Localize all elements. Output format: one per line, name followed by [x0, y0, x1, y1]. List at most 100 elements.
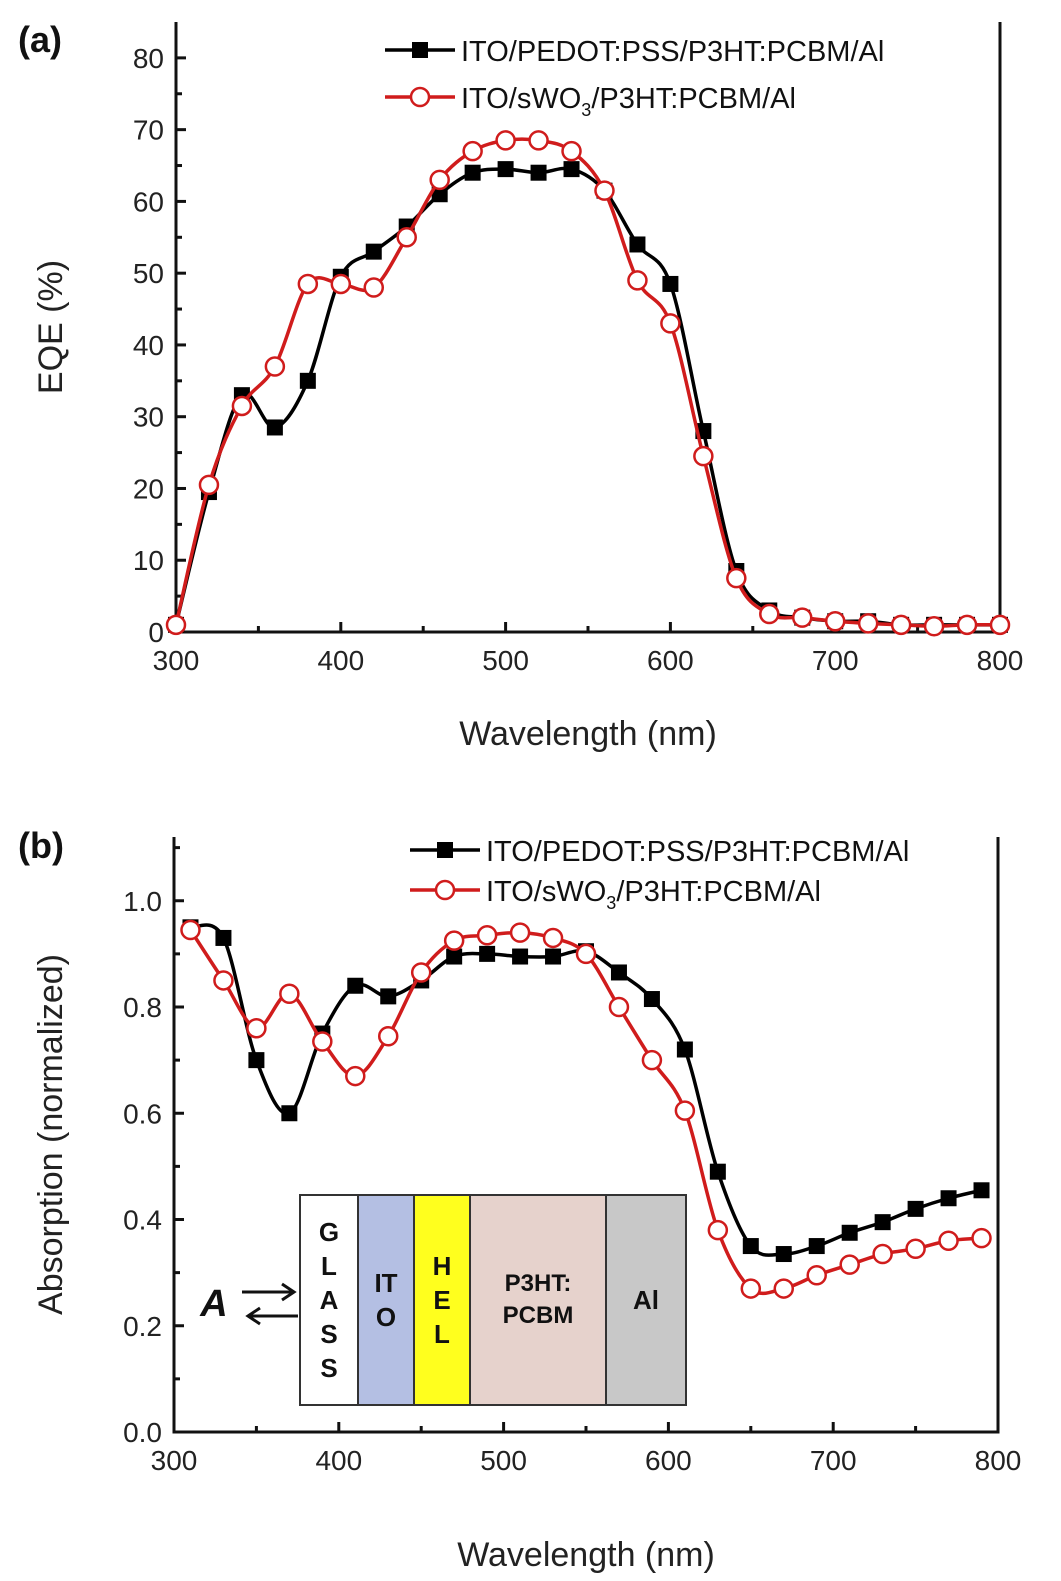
series-pedot [168, 161, 1008, 633]
data-point-circle [345, 1065, 366, 1087]
y-axis-label: Absorption (normalized) [32, 954, 70, 1315]
layer-rect-ito [357, 1194, 415, 1406]
layer-p3ht-pcbm: P3HT: PCBM [470, 1195, 606, 1405]
data-point-circle [971, 1227, 992, 1249]
legend-marker-circle [434, 879, 456, 901]
data-point-circle [857, 613, 879, 634]
data-point-circle [198, 474, 220, 496]
reflected-arrow-icon [245, 1306, 298, 1326]
layer-al: Al [606, 1195, 686, 1405]
data-point-circle [180, 919, 201, 941]
data-point-square [281, 1105, 298, 1122]
data-point-square [446, 948, 463, 965]
x-tick-label: 800 [977, 645, 1024, 676]
data-point-circle [165, 614, 187, 636]
data-point-square [380, 988, 397, 1005]
y-tick-label: 40 [133, 330, 164, 361]
x-tick-label: 500 [480, 1445, 527, 1476]
data-point-circle [264, 356, 286, 377]
y-tick-label: 70 [133, 115, 164, 146]
x-tick-label: 400 [317, 645, 364, 676]
x-axis-label: Wavelength (nm) [457, 1536, 715, 1574]
y-tick-label: 0.2 [123, 1311, 162, 1342]
legend-marker-square [437, 842, 453, 858]
data-point-circle [429, 169, 450, 191]
y-tick-label: 0.4 [123, 1205, 162, 1236]
data-point-square [545, 948, 562, 965]
data-point-circle [824, 610, 846, 632]
legend-entry: ITO/PEDOT:PSS/P3HT:PCBM/Al [385, 36, 884, 68]
data-point-square [347, 977, 364, 994]
data-point-circle [575, 943, 597, 965]
data-point-square [530, 164, 547, 181]
data-point-circle [806, 1265, 827, 1286]
data-point-circle [693, 445, 714, 467]
data-point-square [266, 419, 283, 436]
layer-stack-inset: A [199, 1194, 687, 1406]
layer-rect-al [605, 1194, 687, 1406]
x-axis-label: Wavelength (nm) [459, 715, 717, 753]
data-point-circle [594, 180, 615, 201]
layer-ito: ITO [358, 1195, 414, 1405]
data-point-circle [495, 130, 516, 151]
legend-entry: ITO/PEDOT:PSS/P3HT:PCBM/Al [410, 836, 909, 868]
data-point-circle [627, 270, 648, 291]
data-point-circle [396, 227, 417, 248]
data-point-circle [561, 140, 582, 162]
x-tick-label: 300 [151, 1445, 198, 1476]
incident-arrow-icon [242, 1282, 297, 1302]
data-point-circle [231, 395, 253, 417]
data-point-square [643, 991, 660, 1008]
layer-rect-hel [413, 1194, 471, 1406]
data-point-circle [363, 277, 385, 298]
panel-label: (a) [18, 19, 62, 60]
data-point-square [464, 164, 481, 181]
data-point-square [907, 1200, 924, 1217]
legend-label: ITO/PEDOT:PSS/P3HT:PCBM/Al [486, 836, 909, 868]
data-point-circle [938, 1230, 959, 1251]
data-point-square [775, 1246, 792, 1263]
data-point-square [563, 161, 580, 178]
data-point-square [874, 1214, 891, 1231]
data-point-square [808, 1238, 825, 1255]
y-tick-label: 0.6 [123, 1098, 162, 1129]
data-point-circle [462, 140, 483, 162]
layer-label: P3HT: PCBM [502, 1270, 574, 1329]
data-point-square [365, 243, 382, 260]
data-point-circle [312, 1031, 333, 1052]
data-point-circle [989, 614, 1011, 636]
layer-glass: GLASS [300, 1195, 358, 1405]
x-tick-label: 400 [315, 1445, 362, 1476]
legend-label: ITO/sWO3/P3HT:PCBM/Al [486, 876, 821, 913]
data-point-circle [279, 983, 300, 1004]
y-tick-label: 20 [133, 473, 164, 504]
series-line [174, 137, 1001, 629]
legend-entry: ITO/sWO3/P3HT:PCBM/Al [410, 876, 821, 913]
data-point-square [973, 1182, 990, 1199]
data-point-square [215, 929, 232, 946]
data-point-circle [608, 996, 630, 1018]
arrow-label: A [199, 1283, 227, 1325]
data-point-square [742, 1238, 759, 1255]
data-point-square [512, 948, 529, 965]
data-point-square [841, 1224, 858, 1241]
layer-label: ITO [374, 1268, 398, 1332]
y-tick-label: 80 [133, 43, 164, 74]
data-point-circle [890, 614, 912, 636]
data-point-circle [246, 1018, 267, 1039]
data-point-circle [839, 1254, 860, 1275]
data-point-circle [641, 1049, 663, 1071]
layer-hel: HEL [414, 1195, 470, 1405]
data-point-square [479, 945, 496, 962]
x-tick-label: 600 [647, 645, 694, 676]
legend-label: ITO/PEDOT:PSS/P3HT:PCBM/Al [461, 36, 884, 68]
series-pedot [182, 919, 990, 1263]
x-tick-label: 300 [153, 645, 200, 676]
data-point-circle [872, 1243, 893, 1265]
y-tick-label: 0.0 [123, 1417, 162, 1448]
legend-marker-circle [409, 86, 431, 108]
series-swo3 [165, 130, 1011, 637]
data-point-circle [542, 927, 564, 949]
